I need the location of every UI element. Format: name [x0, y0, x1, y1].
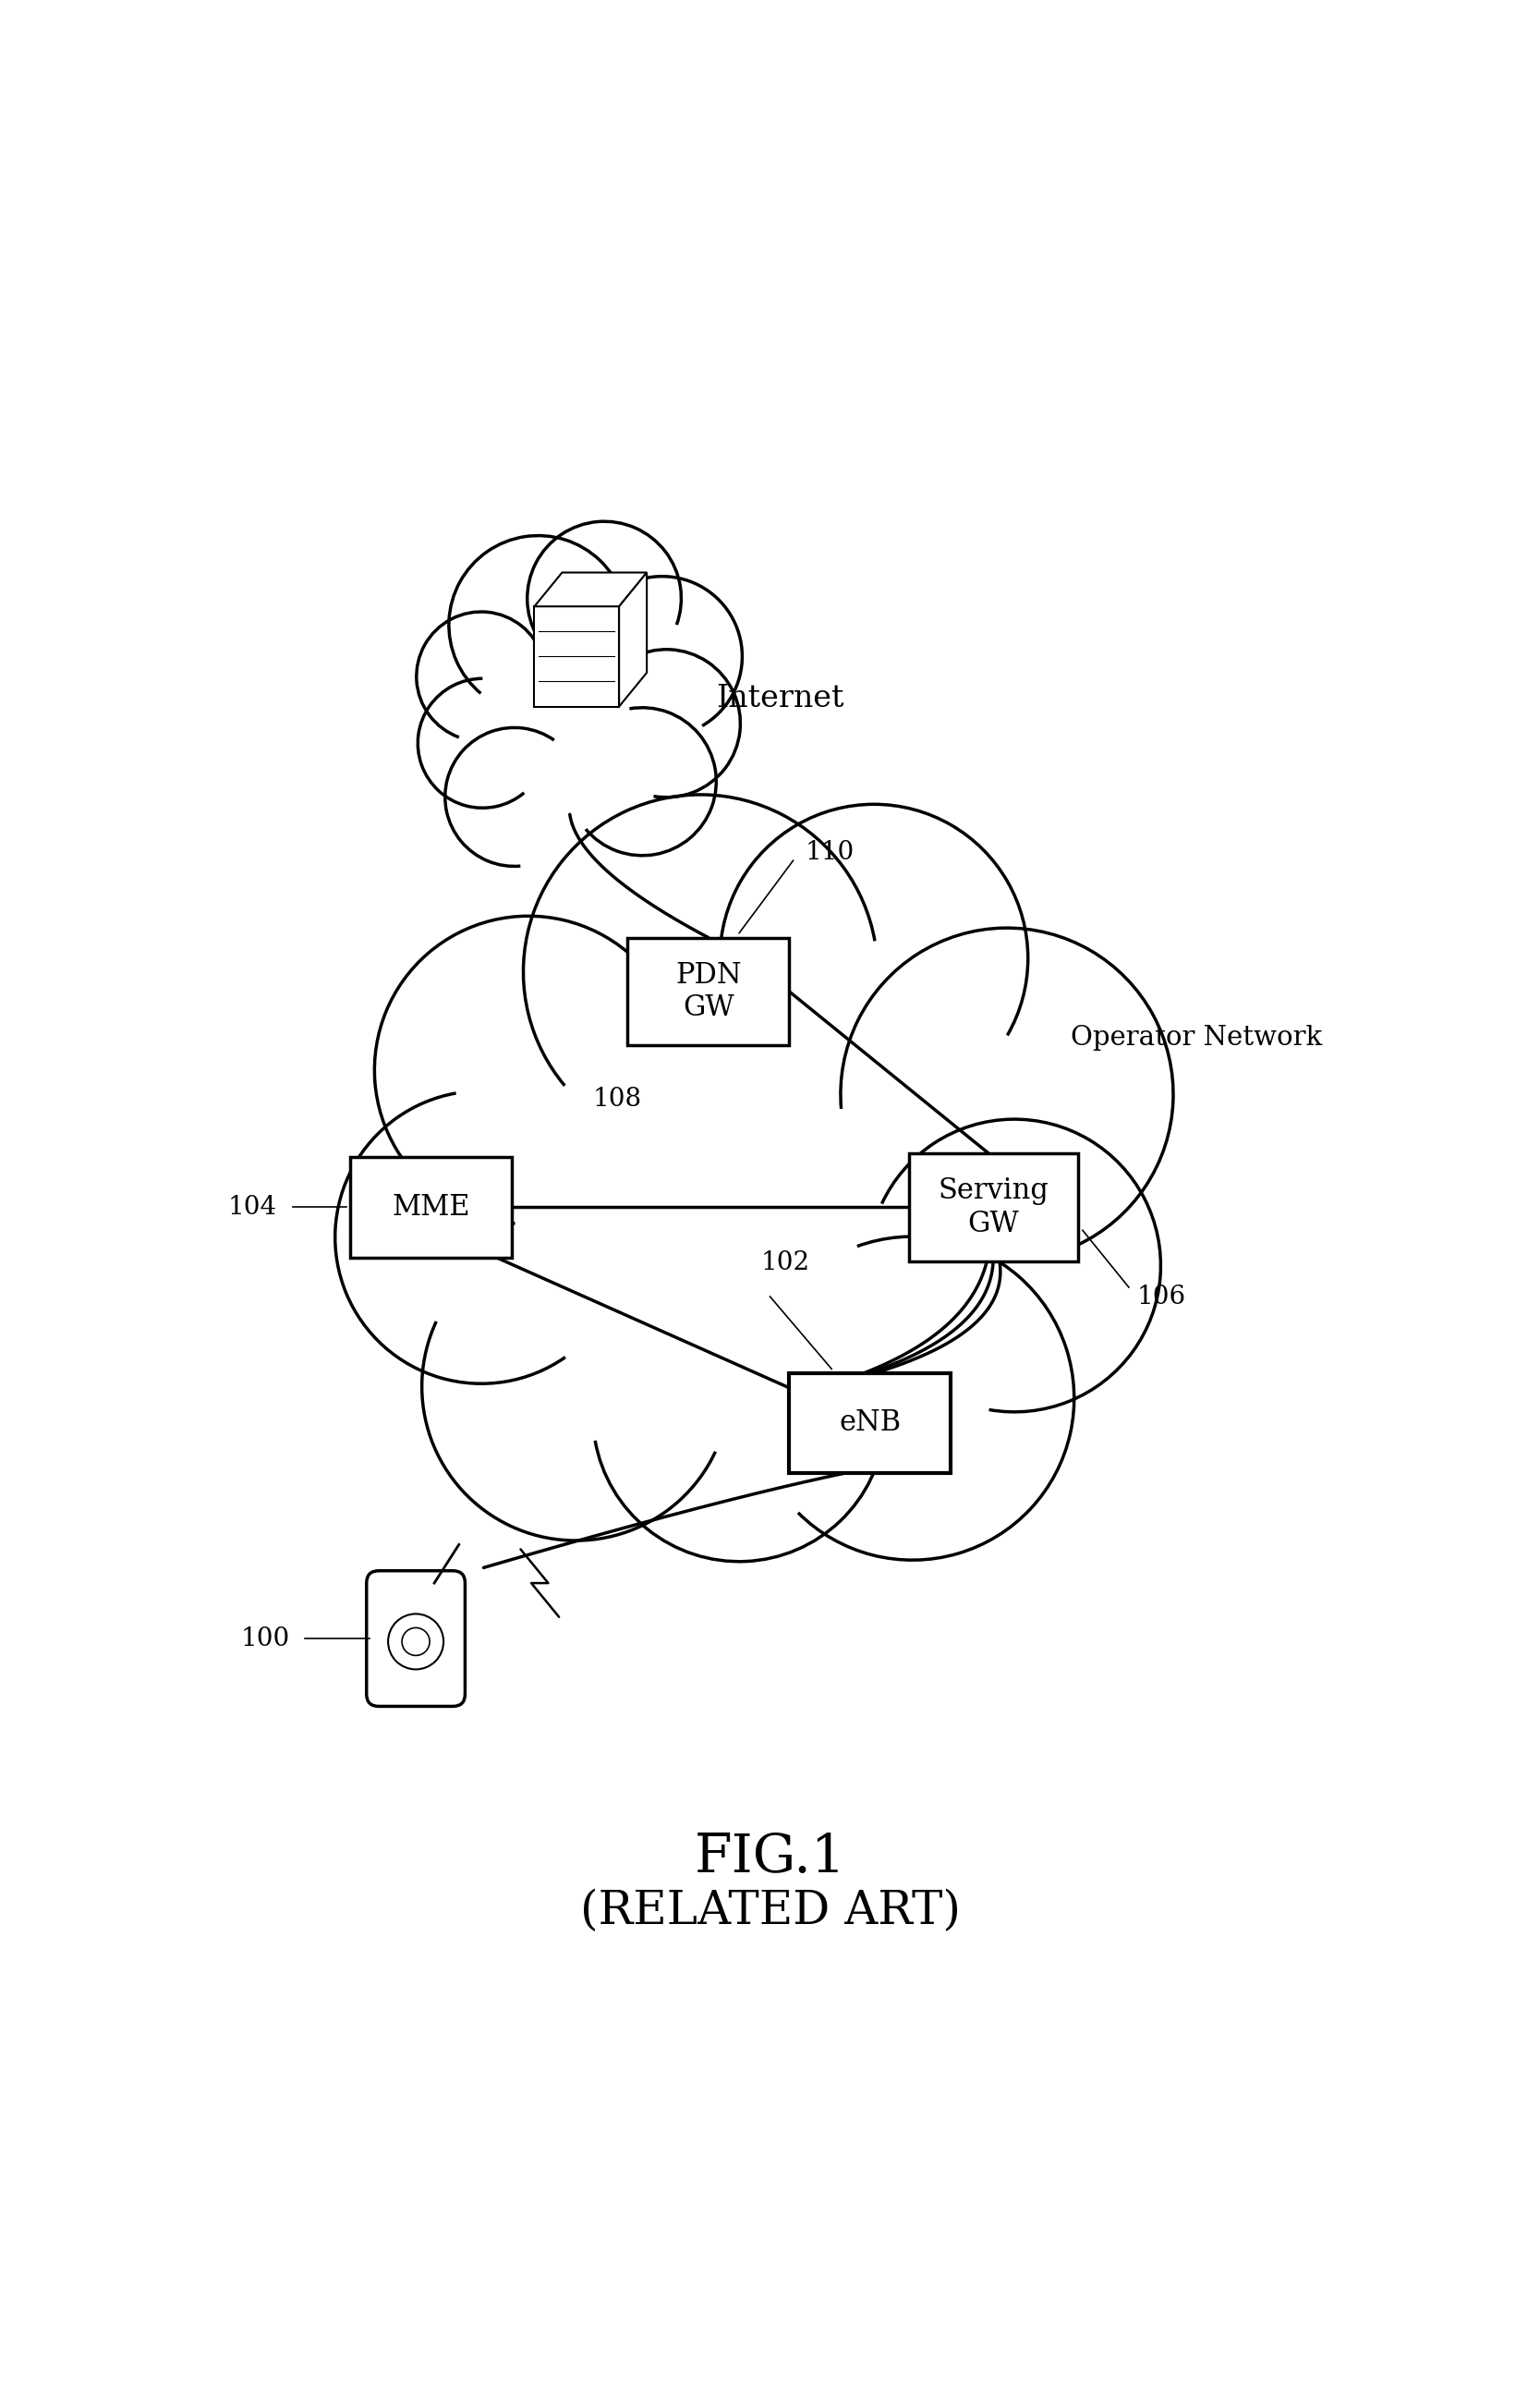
FancyBboxPatch shape: [909, 1154, 1078, 1262]
Polygon shape: [534, 573, 647, 607]
Text: 104: 104: [228, 1195, 277, 1219]
FancyBboxPatch shape: [628, 938, 790, 1046]
Circle shape: [448, 535, 627, 715]
Text: 110: 110: [805, 840, 855, 866]
Circle shape: [750, 1235, 1073, 1559]
Circle shape: [524, 794, 878, 1149]
Circle shape: [422, 1233, 730, 1540]
Text: Serving
GW: Serving GW: [938, 1176, 1049, 1238]
Circle shape: [721, 804, 1029, 1113]
Circle shape: [593, 650, 741, 796]
FancyBboxPatch shape: [351, 1156, 513, 1257]
FancyBboxPatch shape: [790, 1372, 950, 1473]
Text: 108: 108: [593, 1087, 642, 1111]
Circle shape: [841, 928, 1173, 1262]
Text: (RELATED ART): (RELATED ART): [579, 1888, 961, 1934]
Text: 102: 102: [761, 1250, 810, 1274]
Text: FIG.1: FIG.1: [695, 1830, 845, 1883]
Circle shape: [336, 1092, 628, 1384]
Text: PDN
GW: PDN GW: [676, 960, 741, 1022]
Text: MME: MME: [393, 1192, 470, 1221]
Text: Internet: Internet: [716, 684, 844, 713]
Polygon shape: [534, 607, 619, 708]
Circle shape: [869, 1120, 1161, 1413]
Text: eNB: eNB: [839, 1408, 901, 1437]
Circle shape: [416, 612, 545, 741]
Circle shape: [593, 1269, 885, 1562]
Circle shape: [374, 916, 682, 1223]
Circle shape: [417, 679, 547, 808]
Circle shape: [445, 727, 584, 866]
Circle shape: [568, 708, 716, 856]
Text: Operator Network: Operator Network: [1070, 1024, 1321, 1051]
Text: 100: 100: [240, 1627, 290, 1651]
FancyBboxPatch shape: [367, 1571, 465, 1706]
Circle shape: [582, 576, 742, 736]
Circle shape: [527, 521, 681, 677]
Text: 106: 106: [1137, 1283, 1186, 1310]
Polygon shape: [619, 573, 647, 708]
